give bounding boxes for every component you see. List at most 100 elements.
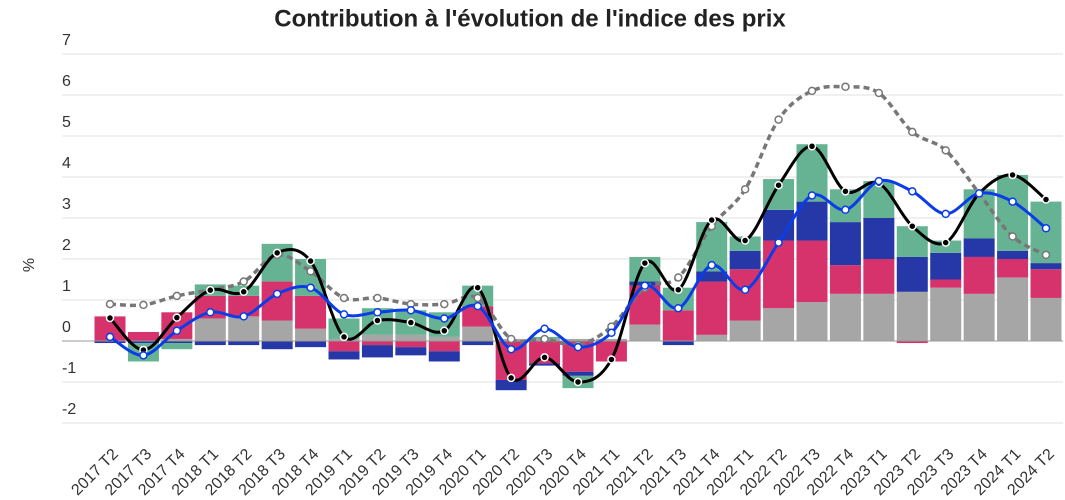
bar-segment	[529, 341, 561, 364]
bar-segment	[361, 345, 393, 358]
line-point	[406, 306, 416, 315]
line-point	[807, 191, 817, 200]
bar-segment	[629, 324, 661, 341]
bar-segment	[997, 277, 1029, 341]
line-point	[1041, 195, 1051, 204]
line-point	[473, 293, 482, 303]
bar-segment	[662, 341, 694, 346]
y-tick-label: 0	[62, 319, 71, 336]
bar-segment	[295, 341, 327, 348]
bar-segment	[462, 341, 494, 346]
line-point	[206, 285, 215, 295]
bar-segment	[930, 252, 962, 280]
line-point	[640, 258, 650, 268]
bar-segment	[428, 351, 460, 362]
line-point	[239, 277, 248, 286]
line-point	[874, 176, 884, 186]
line-point	[841, 205, 850, 215]
bar-segment	[1030, 297, 1062, 341]
bar-segment	[829, 293, 861, 341]
bar-segment	[595, 338, 627, 341]
bar-segment	[462, 326, 494, 341]
y-tick-label: 1	[62, 278, 71, 295]
line-point	[239, 312, 248, 321]
line-point	[105, 332, 115, 342]
bar-segment	[796, 302, 828, 341]
bar-segment	[896, 291, 928, 341]
line-point	[807, 86, 817, 96]
line-point	[740, 285, 750, 294]
bar-segment	[595, 341, 627, 362]
line-point	[573, 342, 583, 352]
bar-segment	[963, 238, 995, 257]
bar-segment	[1030, 263, 1062, 270]
line-point	[707, 260, 716, 270]
bar-segment	[863, 259, 895, 294]
line-point	[239, 287, 248, 297]
y-tick-label: 6	[62, 73, 71, 90]
line-point	[473, 301, 482, 311]
bar-segment	[428, 336, 460, 341]
bar-segment	[829, 222, 861, 266]
line-point	[941, 238, 950, 247]
line-point	[774, 180, 783, 190]
bar-segment	[896, 341, 928, 344]
line-point	[1041, 250, 1051, 260]
line-point	[306, 267, 315, 276]
y-tick-label: 5	[62, 114, 71, 131]
bar-segment	[696, 334, 728, 341]
bar-segment	[997, 259, 1029, 278]
line-point	[874, 88, 884, 98]
line-point	[172, 313, 182, 322]
bar-segment	[863, 293, 895, 341]
bar-segment	[896, 226, 928, 257]
bar-segment	[261, 341, 293, 350]
line-point	[707, 215, 716, 225]
line-point	[339, 310, 349, 319]
bar-segment	[495, 379, 527, 391]
line-point	[740, 236, 750, 245]
bar-segment	[729, 250, 761, 270]
line-point	[1041, 224, 1051, 233]
bar-segment	[194, 341, 226, 346]
y-tick-label: 3	[62, 196, 71, 213]
y-tick-label: 7	[62, 32, 71, 49]
line-point	[506, 344, 516, 354]
bar-segment	[328, 351, 360, 360]
line-point	[339, 332, 349, 342]
line-point	[573, 377, 583, 387]
bar-segment	[295, 295, 327, 329]
y-tick-label: 2	[62, 237, 71, 254]
bar-segment	[696, 281, 728, 335]
y-axis-label: %	[21, 258, 38, 272]
bar-segment	[1030, 269, 1062, 298]
chart-title: Contribution à l'évolution de l'indice d…	[274, 5, 786, 32]
line-point	[272, 289, 282, 299]
bar-segment	[94, 341, 126, 344]
bar-segment	[997, 250, 1029, 259]
bar-segment	[729, 269, 761, 321]
bars	[94, 144, 1062, 391]
bar-segment	[796, 240, 828, 303]
bar-segment	[963, 293, 995, 341]
line-point	[841, 187, 850, 196]
line-point	[807, 142, 817, 151]
bar-segment	[729, 320, 761, 341]
line-point	[841, 82, 850, 92]
line-point	[774, 115, 783, 124]
line-point	[373, 316, 382, 325]
line-point	[172, 326, 182, 335]
y-tick-label: -1	[62, 360, 76, 377]
bar-segment	[328, 341, 360, 352]
bar-segment	[562, 371, 594, 376]
bar-segment	[395, 334, 427, 341]
line-point	[1008, 170, 1017, 180]
bar-segment	[161, 341, 193, 344]
bar-segment	[127, 341, 159, 344]
line-point	[373, 293, 382, 303]
bar-segment	[395, 347, 427, 356]
bar-segment	[629, 285, 661, 325]
line-point	[774, 238, 783, 247]
line-point	[139, 300, 148, 310]
line-point	[974, 189, 984, 198]
